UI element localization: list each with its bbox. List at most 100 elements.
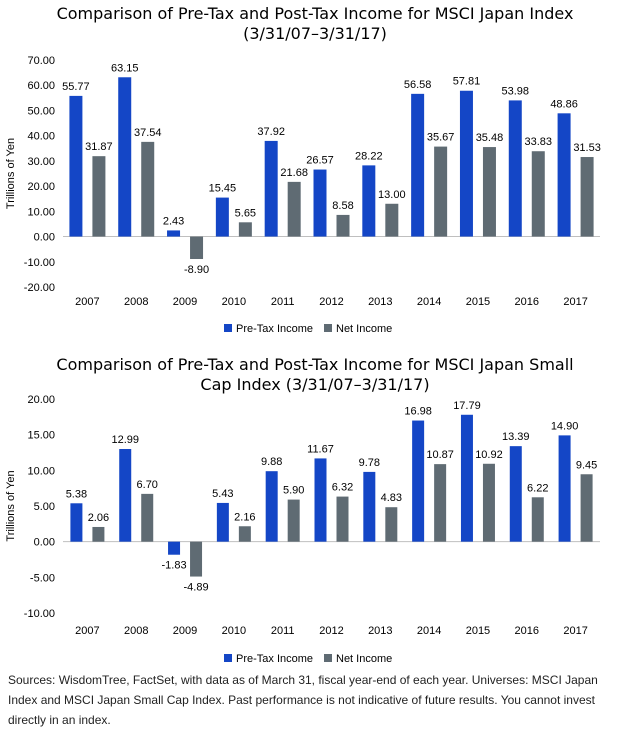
y-tick-label: 40.00 xyxy=(27,131,55,143)
x-tick-label: 2012 xyxy=(319,625,343,637)
net-data-label-2009: -8.90 xyxy=(184,264,209,276)
chart-1-title-line1: Comparison of Pre-Tax and Post-Tax Incom… xyxy=(56,4,574,23)
x-tick-label: 2011 xyxy=(271,296,295,308)
pretax-bar-2013 xyxy=(362,165,376,237)
x-tick-label: 2014 xyxy=(417,296,441,308)
y-tick-label: -10.00 xyxy=(24,608,55,620)
y-tick-label: 0.00 xyxy=(34,232,55,244)
pretax-bar-2014 xyxy=(412,420,425,542)
pretax-bar-2011 xyxy=(265,471,278,542)
pretax-bar-2007 xyxy=(70,503,83,542)
net-data-label-2010: 2.16 xyxy=(234,511,255,523)
x-tick-label: 2013 xyxy=(368,296,392,308)
y-tick-label: 10.00 xyxy=(27,465,55,477)
net-bar-2013 xyxy=(385,203,399,237)
net-bar-2007 xyxy=(92,526,105,542)
y-tick-label: 15.00 xyxy=(27,430,55,442)
chart-2: 20.00 15.00 10.00 5.00 0.00 -5.00 -10.00 Trilli… xyxy=(5,394,600,665)
net-data-label-2015: 35.48 xyxy=(476,132,504,144)
x-tick-label: 2011 xyxy=(271,625,295,637)
net-data-label-2007: 31.87 xyxy=(85,141,113,153)
pretax-data-label-2007: 55.77 xyxy=(62,81,90,93)
net-data-label-2016: 6.22 xyxy=(527,482,548,494)
pretax-data-label-2008: 63.15 xyxy=(111,62,139,74)
pretax-bar-2008 xyxy=(118,77,132,237)
y-tick-label: 0.00 xyxy=(34,537,55,549)
net-bar-2011 xyxy=(287,499,300,542)
pretax-data-label-2013: 28.22 xyxy=(355,150,383,162)
pretax-data-label-2008: 12.99 xyxy=(111,434,139,446)
net-bar-2010 xyxy=(238,222,252,237)
pretax-bar-2009 xyxy=(168,541,181,555)
x-tick-label: 2017 xyxy=(563,625,587,637)
pretax-data-label-2014: 16.98 xyxy=(404,406,432,418)
pretax-legend-label: Pre-Tax Income xyxy=(236,653,313,665)
net-legend-label: Net Income xyxy=(336,653,392,665)
net-data-label-2012: 6.32 xyxy=(332,482,353,494)
net-bar-2015 xyxy=(482,463,495,542)
net-data-label-2011: 21.68 xyxy=(280,167,308,179)
pretax-data-label-2013: 9.78 xyxy=(359,457,380,469)
pretax-data-label-2010: 5.43 xyxy=(212,488,233,500)
net-data-label-2011: 5.90 xyxy=(283,485,304,497)
net-bar-2011 xyxy=(287,181,301,237)
y-axis-label: Trillions of Yen xyxy=(5,138,17,209)
x-tick-label: 2016 xyxy=(515,625,539,637)
pretax-data-label-2011: 37.92 xyxy=(257,126,285,138)
net-data-label-2007: 2.06 xyxy=(88,512,109,524)
pretax-bar-2014 xyxy=(411,93,425,237)
y-tick-label: 20.00 xyxy=(27,181,55,193)
net-bar-2014 xyxy=(434,146,448,237)
pretax-data-label-2012: 26.57 xyxy=(306,155,334,167)
net-bar-2014 xyxy=(434,464,447,542)
pretax-data-label-2015: 17.79 xyxy=(453,400,481,412)
y-tick-label: 60.00 xyxy=(27,80,55,92)
y-tick-label: 10.00 xyxy=(27,206,55,218)
net-data-label-2012: 8.58 xyxy=(332,200,353,212)
net-data-label-2017: 9.45 xyxy=(576,459,597,471)
chart-1-title-line2: (3/31/07–3/31/17) xyxy=(243,24,387,43)
pretax-data-label-2012: 11.67 xyxy=(307,443,334,455)
y-tick-label: 5.00 xyxy=(34,501,55,513)
pretax-bar-2011 xyxy=(264,140,278,237)
pretax-bar-2016 xyxy=(509,446,522,542)
pretax-legend-swatch xyxy=(224,324,232,332)
pretax-bar-2013 xyxy=(363,471,376,542)
net-bar-2017 xyxy=(580,474,593,542)
pretax-bar-2016 xyxy=(508,100,522,237)
net-bar-2010 xyxy=(238,526,251,542)
pretax-bar-2017 xyxy=(558,435,571,542)
y-axis-label: Trillions of Yen xyxy=(5,470,17,541)
net-data-label-2016: 33.83 xyxy=(525,136,553,148)
pretax-data-label-2010: 15.45 xyxy=(209,183,237,195)
chart-1-title: Comparison of Pre-Tax and Post-Tax Incom… xyxy=(20,4,610,44)
x-tick-label: 2015 xyxy=(466,625,490,637)
pretax-data-label-2017: 14.90 xyxy=(551,420,579,432)
net-data-label-2010: 5.65 xyxy=(235,207,256,219)
net-bar-2013 xyxy=(385,507,398,542)
net-bar-2012 xyxy=(336,214,350,237)
x-tick-label: 2013 xyxy=(368,625,392,637)
net-bar-2009 xyxy=(190,541,203,577)
net-bar-2017 xyxy=(580,157,594,237)
net-data-label-2009: -4.89 xyxy=(184,582,209,594)
pretax-bar-2017 xyxy=(557,113,571,237)
x-tick-label: 2014 xyxy=(417,625,441,637)
net-data-label-2014: 35.67 xyxy=(427,132,455,144)
net-data-label-2008: 6.70 xyxy=(137,479,158,491)
pretax-data-label-2007: 5.38 xyxy=(66,488,87,500)
x-tick-label: 2010 xyxy=(222,625,246,637)
net-legend-label: Net Income xyxy=(336,323,392,335)
source-footnote: Sources: WisdomTree, FactSet, with data … xyxy=(8,673,598,727)
y-tick-label: 70.00 xyxy=(27,55,55,67)
pretax-data-label-2016: 53.98 xyxy=(502,85,530,97)
pretax-data-label-2009: 2.43 xyxy=(163,215,184,227)
y-tick-label: -10.00 xyxy=(24,257,55,269)
pretax-data-label-2015: 57.81 xyxy=(453,76,481,88)
net-bar-2009 xyxy=(190,236,204,260)
net-bar-2015 xyxy=(482,147,496,237)
net-bar-2016 xyxy=(531,497,544,542)
pretax-bar-2015 xyxy=(459,90,473,237)
x-tick-label: 2008 xyxy=(124,296,148,308)
x-tick-label: 2010 xyxy=(222,296,246,308)
